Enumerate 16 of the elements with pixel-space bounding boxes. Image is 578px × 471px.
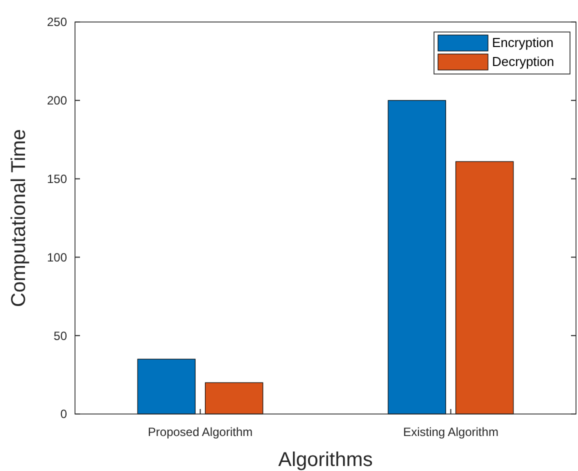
y-axis-title: Computational Time xyxy=(8,129,30,307)
y-tick-label: 0 xyxy=(60,407,68,422)
y-tick-label: 50 xyxy=(54,328,68,343)
bar xyxy=(137,358,196,414)
y-tick-label: 150 xyxy=(46,172,68,186)
y-tick-label: 100 xyxy=(46,250,68,264)
legend-label: Encryption xyxy=(492,35,554,50)
bar xyxy=(455,161,514,414)
bar xyxy=(388,100,446,414)
x-tick-label: Existing Algorithm xyxy=(403,425,498,439)
x-tick-label: Proposed Algorithm xyxy=(148,425,253,439)
y-tick-label: 200 xyxy=(46,94,68,108)
bar xyxy=(204,382,264,414)
legend-label: Decryption xyxy=(492,54,554,70)
y-tick-label: 250 xyxy=(46,15,68,30)
x-axis-title: Algorithms xyxy=(278,449,373,471)
